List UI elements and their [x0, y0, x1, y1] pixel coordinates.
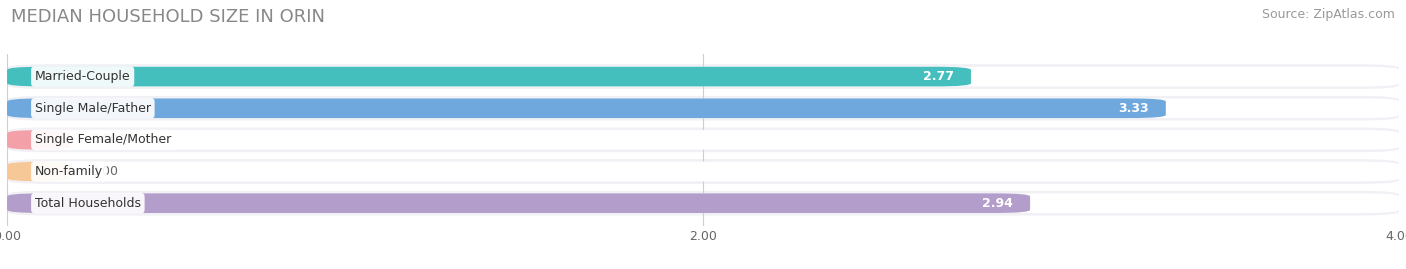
- Text: 0.00: 0.00: [90, 133, 118, 146]
- Text: 2.94: 2.94: [981, 197, 1012, 210]
- Text: Source: ZipAtlas.com: Source: ZipAtlas.com: [1261, 8, 1395, 21]
- FancyBboxPatch shape: [7, 159, 1399, 184]
- Text: MEDIAN HOUSEHOLD SIZE IN ORIN: MEDIAN HOUSEHOLD SIZE IN ORIN: [11, 8, 325, 26]
- FancyBboxPatch shape: [7, 162, 1399, 181]
- FancyBboxPatch shape: [7, 128, 1399, 152]
- Text: 2.77: 2.77: [922, 70, 953, 83]
- Text: Married-Couple: Married-Couple: [35, 70, 131, 83]
- FancyBboxPatch shape: [7, 193, 1031, 213]
- FancyBboxPatch shape: [7, 162, 70, 181]
- Text: 3.33: 3.33: [1118, 102, 1149, 115]
- Text: Non-family: Non-family: [35, 165, 103, 178]
- FancyBboxPatch shape: [7, 98, 1399, 118]
- Text: 0.00: 0.00: [90, 165, 118, 178]
- FancyBboxPatch shape: [7, 130, 1399, 150]
- Text: Total Households: Total Households: [35, 197, 141, 210]
- FancyBboxPatch shape: [7, 130, 70, 150]
- FancyBboxPatch shape: [7, 191, 1399, 215]
- FancyBboxPatch shape: [7, 67, 972, 86]
- Text: Single Female/Mother: Single Female/Mother: [35, 133, 172, 146]
- FancyBboxPatch shape: [7, 98, 1166, 118]
- FancyBboxPatch shape: [7, 67, 1399, 86]
- FancyBboxPatch shape: [7, 96, 1399, 121]
- FancyBboxPatch shape: [7, 193, 1399, 213]
- Text: Single Male/Father: Single Male/Father: [35, 102, 150, 115]
- FancyBboxPatch shape: [7, 64, 1399, 89]
